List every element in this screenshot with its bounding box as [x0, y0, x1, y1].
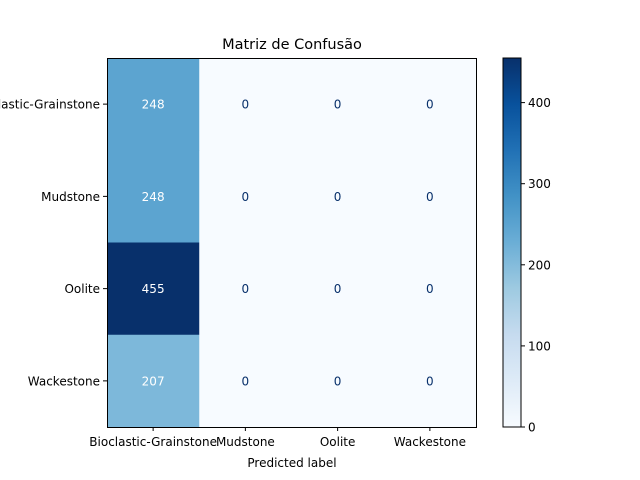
colorbar-tick-label: 200	[528, 258, 551, 272]
cell-value: 0	[334, 98, 342, 112]
y-tick-label: Wackestone	[28, 374, 100, 388]
y-tick-label: Bioclastic-Grainstone	[0, 98, 100, 112]
x-tick-label: Bioclastic-Grainstone	[89, 435, 217, 449]
cell-value: 0	[334, 282, 342, 296]
matrix-cell	[199, 334, 292, 428]
x-tick-label: Mudstone	[216, 435, 275, 449]
colorbar-ticks: 0 100 200 300 400	[521, 96, 551, 435]
matrix-cell	[291, 242, 385, 336]
matrix-cell	[383, 242, 477, 336]
colorbar-tick-label: 300	[528, 177, 551, 191]
matrix-cell	[107, 242, 200, 336]
cell-value: 248	[142, 190, 165, 204]
colorbar	[502, 57, 522, 428]
cell-value: 0	[426, 98, 434, 112]
colorbar-tick-label: 400	[528, 96, 551, 110]
matrix-cell	[199, 58, 292, 151]
matrix-cell	[199, 150, 292, 243]
y-tick-label: Mudstone	[41, 190, 100, 204]
colorbar-tick-label: 100	[528, 339, 551, 353]
y-axis-ticks: Bioclastic-Grainstone Mudstone Oolite Wacke…	[0, 98, 107, 388]
x-tick-label: Wackestone	[394, 435, 466, 449]
cell-value: 0	[242, 98, 250, 112]
y-tick-label: Oolite	[64, 282, 100, 296]
matrix-cell	[107, 334, 200, 428]
colorbar-tick-label: 0	[528, 421, 536, 435]
matrix-cell	[291, 150, 385, 243]
matrix-cell	[107, 150, 200, 243]
x-tick-label: Oolite	[320, 435, 356, 449]
matrix-frame	[107, 58, 477, 428]
cell-value: 0	[426, 374, 434, 388]
cell-value: 248	[142, 98, 165, 112]
matrix-cell-labels: 248 0 0 0 248 0 0 0 455 0 0 0 207 0 0 0	[142, 98, 434, 389]
chart-title: Matriz de Confusão	[222, 37, 362, 53]
matrix-cell	[383, 58, 477, 151]
cell-value: 0	[334, 374, 342, 388]
cell-value: 0	[334, 190, 342, 204]
cell-value: 0	[242, 374, 250, 388]
matrix-cell	[383, 334, 477, 428]
cell-value: 0	[242, 190, 250, 204]
matrix-cell	[107, 58, 200, 151]
cell-value: 0	[426, 190, 434, 204]
cell-value: 207	[142, 374, 165, 388]
cell-value: 0	[426, 282, 434, 296]
cell-value: 0	[242, 282, 250, 296]
matrix-cell	[291, 58, 385, 151]
x-axis-label: Predicted label	[247, 456, 336, 470]
cell-value: 455	[142, 282, 165, 296]
matrix-cell	[199, 242, 292, 336]
matrix-cells	[107, 58, 477, 428]
matrix-cell	[383, 150, 477, 243]
matrix-cell	[291, 334, 385, 428]
